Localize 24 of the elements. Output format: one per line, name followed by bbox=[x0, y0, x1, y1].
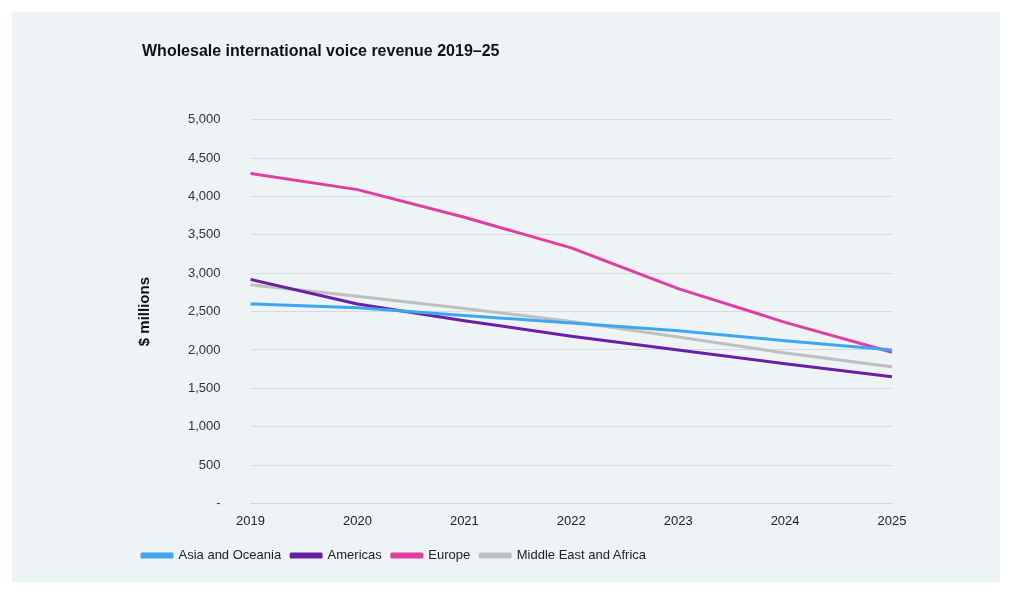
y-tick-label: 1,500 bbox=[187, 379, 221, 395]
legend-label: Asia and Oceania bbox=[178, 547, 282, 563]
legend-label: Americas bbox=[327, 547, 383, 563]
x-tick-label: 2019 bbox=[236, 512, 265, 528]
x-tick-label: 2025 bbox=[877, 512, 907, 528]
y-tick-label: 4,000 bbox=[187, 188, 221, 204]
x-tick-label: 2022 bbox=[556, 512, 586, 528]
y-tick-label: 500 bbox=[198, 456, 221, 472]
x-tick-label: 2023 bbox=[663, 512, 693, 528]
legend-label: Europe bbox=[428, 547, 471, 563]
y-tick-label: - bbox=[216, 494, 221, 510]
x-tick-label: 2020 bbox=[342, 512, 372, 528]
legend-label: Middle East and Africa bbox=[516, 547, 647, 563]
y-axis-title: $ millions bbox=[135, 277, 153, 347]
x-tick-label: 2021 bbox=[449, 512, 479, 528]
y-tick-label: 5,000 bbox=[187, 111, 221, 127]
chart-title: Wholesale international voice revenue 2019–25 bbox=[142, 42, 500, 60]
y-tick-label: 3,000 bbox=[187, 264, 221, 280]
y-tick-label: 3,500 bbox=[187, 226, 221, 242]
x-tick-label: 2024 bbox=[770, 512, 800, 528]
y-tick-label: 4,500 bbox=[187, 149, 221, 165]
y-tick-label: 1,000 bbox=[187, 418, 221, 434]
y-tick-label: 2,500 bbox=[187, 303, 221, 319]
y-tick-label: 2,000 bbox=[187, 341, 221, 357]
